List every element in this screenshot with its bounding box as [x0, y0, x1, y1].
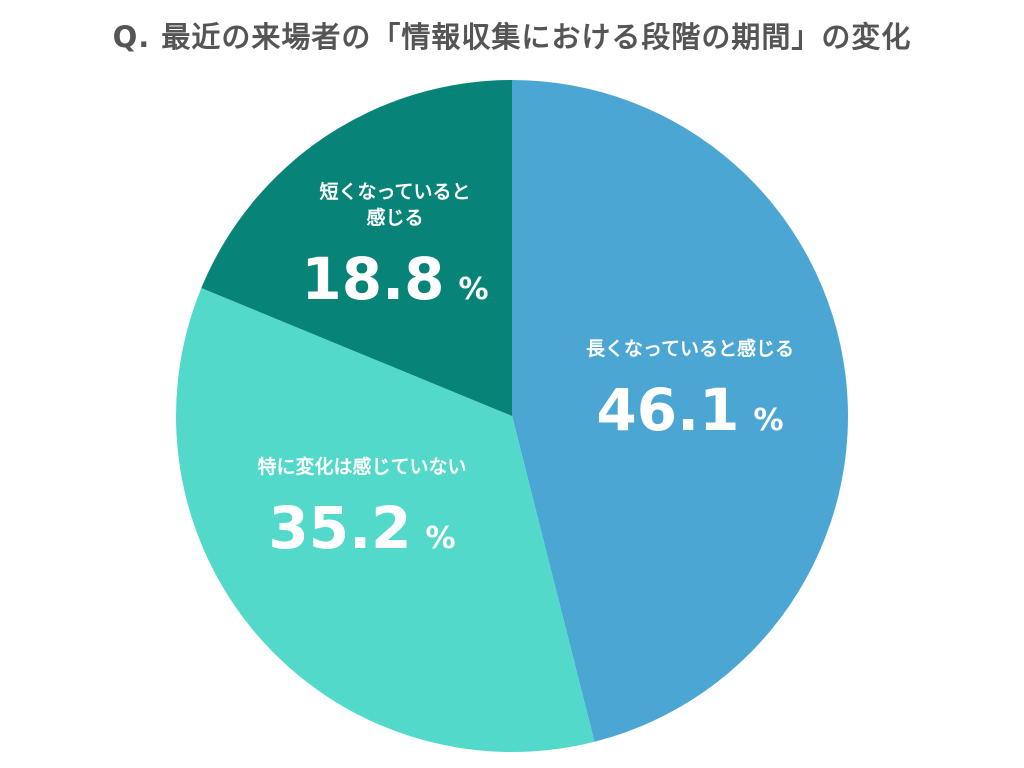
slice-name-2-line-1: 特に変化は感じていない — [257, 455, 466, 478]
slice-value-unit-2: % — [426, 521, 456, 556]
pie-slice-2 — [175, 288, 595, 753]
slice-value-number-2: 35.2 — [268, 494, 411, 562]
pie-slice-3 — [201, 80, 512, 416]
slice-value-unit-1: % — [754, 403, 784, 438]
slice-label-1: 長くなっていると感じる 46.1% — [586, 337, 794, 444]
pie-slice-1 — [512, 80, 848, 742]
slice-value-number-3: 18.8 — [301, 245, 444, 313]
slice-value-number-1: 46.1 — [596, 376, 739, 444]
slice-name-3-line-2: 感じる — [366, 206, 423, 229]
slice-name-3-line-1: 短くなっていると — [319, 180, 470, 203]
slice-value-3: 18.8% — [301, 245, 488, 313]
slice-name-1-line-1: 長くなっていると感じる — [586, 337, 794, 360]
slice-label-2: 特に変化は感じていない 35.2% — [257, 455, 466, 562]
chart-title: Q. 最近の来場者の「情報収集における段階の期間」の変化 — [112, 20, 912, 54]
slice-value-unit-3: % — [459, 272, 489, 307]
slice-value-1: 46.1% — [596, 376, 783, 444]
slice-value-2: 35.2% — [268, 494, 455, 562]
